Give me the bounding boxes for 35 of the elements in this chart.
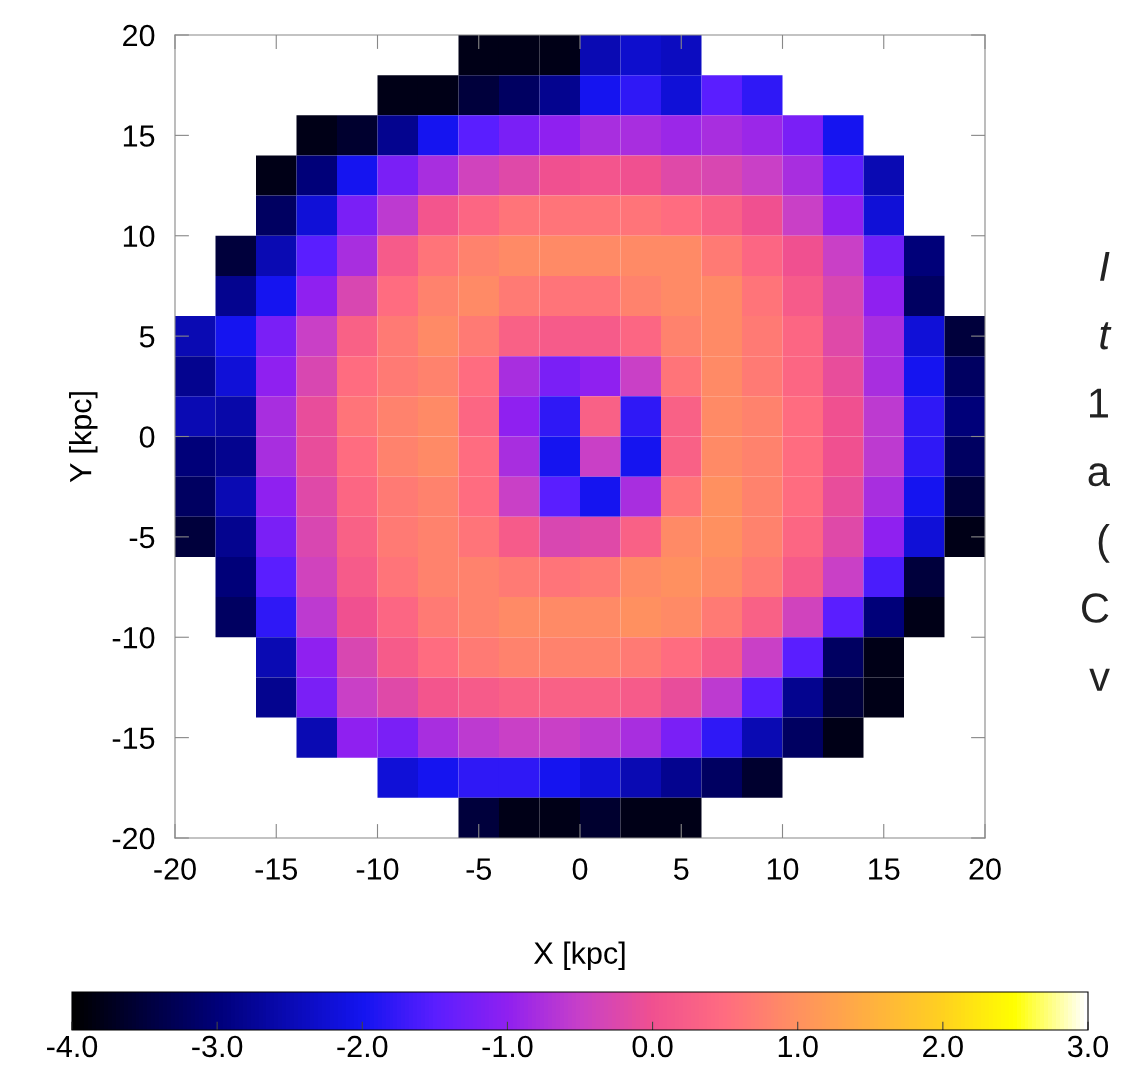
text: v (1089, 668, 1110, 691)
x-tick-label: 0 (572, 858, 588, 880)
color-bar-label: 2.0 (923, 1035, 963, 1058)
y-tick-label: -10 (112, 626, 155, 649)
y-tick-label: 20 (123, 24, 155, 47)
y-tick-label: 15 (123, 125, 155, 147)
color-bar-label: -4.0 (47, 1035, 98, 1058)
text: 1 (1090, 388, 1108, 418)
color-bar-label: 1.0 (778, 1035, 818, 1058)
color-bar-label: 3.0 (1067, 1035, 1109, 1058)
color-bar-label: -3.0 (192, 1035, 243, 1058)
x-tick-label: -20 (154, 858, 196, 880)
x-tick-label: -5 (466, 858, 492, 880)
x-tick-label: 10 (767, 858, 799, 880)
x-tick-label: 5 (673, 858, 689, 880)
x-tick-label: 20 (969, 858, 1001, 880)
x-tick-label: -10 (356, 858, 399, 880)
y-tick-label: -15 (112, 727, 155, 749)
text: C (1082, 593, 1109, 623)
color-bar-label: -1.0 (482, 1035, 533, 1058)
x-tick-label: 15 (869, 858, 900, 880)
text: ( (1098, 523, 1110, 563)
y-tick-label: 10 (123, 225, 155, 248)
y-tick-label: -20 (112, 827, 155, 850)
x-tick-label: -15 (255, 858, 298, 880)
color-bar-label: -2.0 (337, 1035, 388, 1058)
y-tick-label: 5 (139, 326, 155, 348)
color-bar-label: 0.0 (632, 1035, 673, 1058)
text: t (1100, 322, 1112, 350)
text: I (1100, 252, 1110, 281)
y-axis-title: Y [kpc] (69, 392, 98, 483)
y-tick-label: 0 (139, 426, 155, 448)
y-tick-label: -5 (129, 526, 155, 549)
x-axis-title: X [kpc] (533, 941, 625, 970)
text: a (1088, 463, 1110, 487)
